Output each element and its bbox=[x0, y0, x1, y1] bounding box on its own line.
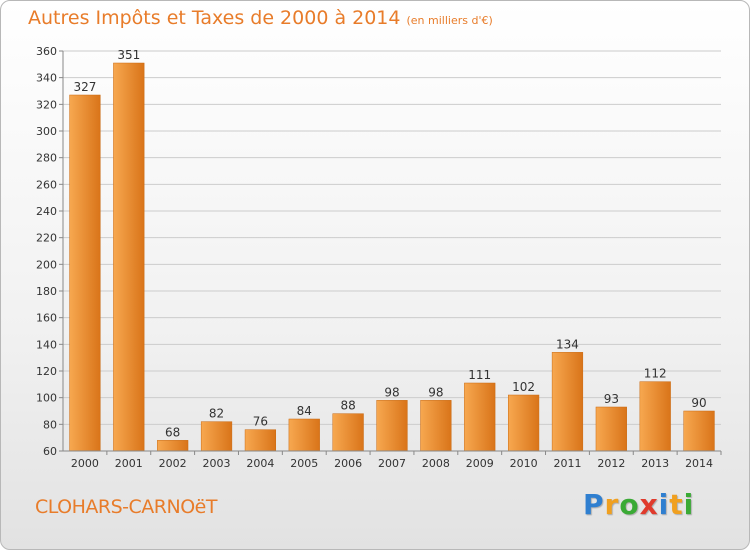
commune-name: CLOHARS-CARNOëT bbox=[35, 496, 217, 518]
bar bbox=[200, 421, 233, 452]
bar bbox=[69, 94, 101, 452]
data-label: 98 bbox=[428, 385, 443, 399]
y-tick-label: 260 bbox=[36, 178, 57, 191]
x-tick-label: 2006 bbox=[334, 457, 362, 470]
logo-letter: t bbox=[669, 488, 684, 521]
x-tick-label: 2014 bbox=[685, 457, 713, 470]
data-label: 82 bbox=[209, 407, 224, 421]
x-tick-label: 2007 bbox=[378, 457, 406, 470]
bar bbox=[507, 394, 540, 452]
y-tick-label: 340 bbox=[36, 72, 57, 85]
x-tick-label: 2002 bbox=[159, 457, 187, 470]
logo-letter: P bbox=[583, 488, 605, 521]
y-tick-label: 60 bbox=[43, 445, 57, 458]
x-tick-label: 2011 bbox=[553, 457, 581, 470]
y-tick-label: 220 bbox=[36, 232, 57, 245]
y-tick-label: 300 bbox=[36, 125, 57, 138]
data-labels: 327 351 68 82 76 84 88 98 98 111 102 134 93 112 90 bbox=[73, 48, 706, 439]
y-tick-label: 160 bbox=[36, 312, 57, 325]
x-tick-label: 2004 bbox=[246, 457, 274, 470]
logo-letter: x bbox=[639, 488, 659, 521]
bar bbox=[464, 382, 496, 452]
x-tick-label: 2008 bbox=[422, 457, 450, 470]
logo-letter: r bbox=[604, 488, 620, 521]
y-tick-label: 120 bbox=[36, 365, 57, 378]
data-label: 84 bbox=[297, 404, 312, 418]
y-tick-label: 280 bbox=[36, 152, 57, 165]
x-tick-label: 2009 bbox=[466, 457, 494, 470]
y-tick-label: 100 bbox=[36, 392, 57, 405]
y-tick-label: 140 bbox=[36, 338, 57, 351]
logo-letter: o bbox=[619, 488, 640, 521]
proxiti-logo: Proxiti bbox=[583, 488, 694, 521]
y-tick-label: 200 bbox=[36, 258, 57, 271]
bar bbox=[376, 400, 408, 452]
chart-title-text: Autres Impôts et Taxes de 2000 à 2014 bbox=[28, 7, 401, 29]
y-tick-label: 180 bbox=[36, 285, 57, 298]
bars bbox=[69, 62, 715, 452]
x-tick-label: 2010 bbox=[510, 457, 538, 470]
x-tick-label: 2013 bbox=[641, 457, 669, 470]
bar bbox=[551, 352, 584, 452]
bar bbox=[683, 410, 715, 452]
data-label: 93 bbox=[604, 392, 619, 406]
bar bbox=[595, 406, 627, 452]
data-label: 88 bbox=[340, 399, 355, 413]
bar bbox=[113, 62, 145, 452]
data-label: 111 bbox=[468, 368, 491, 382]
chart-title: Autres Impôts et Taxes de 2000 à 2014 (en… bbox=[28, 7, 493, 29]
data-label: 134 bbox=[556, 337, 579, 351]
bar bbox=[244, 429, 277, 452]
y-axis-ticks: 60 80 100 120 140 160 180 200 220 240 260 280 300 320… bbox=[36, 45, 63, 458]
x-axis-ticks: 2000 2001 2002 2003 2004 2005 2006 2007 2008 2009… bbox=[71, 451, 722, 470]
bar bbox=[157, 440, 189, 452]
logo-letter: i bbox=[683, 488, 695, 521]
x-tick-label: 2001 bbox=[115, 457, 143, 470]
data-label: 76 bbox=[253, 415, 268, 429]
data-label: 112 bbox=[644, 367, 667, 381]
data-label: 98 bbox=[384, 385, 399, 399]
data-label: 351 bbox=[117, 48, 140, 62]
bar bbox=[420, 400, 452, 452]
data-label: 102 bbox=[512, 380, 535, 394]
data-label: 90 bbox=[691, 396, 706, 410]
data-label: 68 bbox=[165, 425, 180, 439]
y-tick-label: 240 bbox=[36, 205, 57, 218]
data-label: 327 bbox=[73, 80, 96, 94]
grid-lines bbox=[63, 50, 721, 425]
y-tick-label: 80 bbox=[43, 418, 57, 431]
x-tick-label: 2005 bbox=[290, 457, 318, 470]
bar bbox=[288, 418, 320, 452]
y-tick-label: 320 bbox=[36, 98, 57, 111]
x-tick-label: 2003 bbox=[203, 457, 231, 470]
y-tick-label: 360 bbox=[36, 45, 57, 58]
bar bbox=[332, 413, 364, 452]
x-tick-label: 2012 bbox=[597, 457, 625, 470]
logo-letter: i bbox=[658, 488, 670, 521]
chart-subtitle: (en milliers d'€) bbox=[406, 14, 493, 27]
axes bbox=[62, 51, 721, 452]
bar bbox=[639, 381, 671, 452]
x-tick-label: 2000 bbox=[71, 457, 99, 470]
